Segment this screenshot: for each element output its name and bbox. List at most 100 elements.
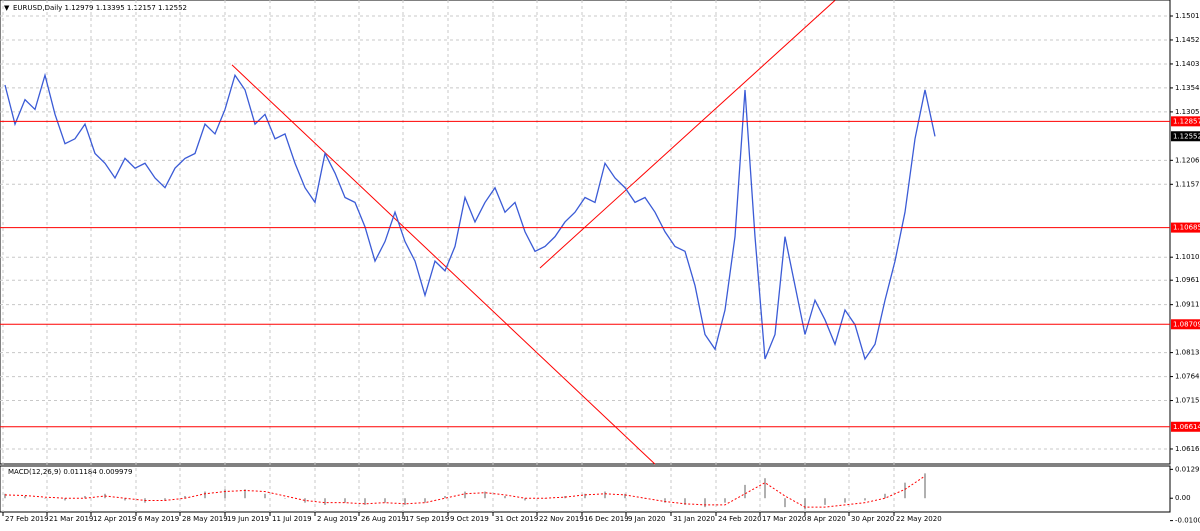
macd-bar [204, 491, 206, 499]
y-tick-label: 1.12060 [1175, 156, 1200, 164]
macd-bar [84, 496, 86, 499]
trend-line [539, 0, 836, 269]
y-tick-label: 1.09610 [1175, 276, 1200, 284]
y-tick-label: 1.07640 [1175, 373, 1200, 381]
level-label-box [1171, 222, 1200, 233]
x-tick-label: 6 May 2019 [138, 515, 179, 523]
macd-bar [164, 498, 166, 501]
macd-bar [324, 498, 326, 505]
macd-bar [864, 498, 866, 501]
macd-bar [784, 498, 786, 508]
macd-pane [0, 465, 1171, 513]
level-label: 1.12552 [1173, 132, 1200, 140]
y-tick-label: 1.07150 [1175, 397, 1200, 405]
level-label-box [1171, 421, 1200, 432]
macd-bar [504, 496, 506, 499]
level-label: 1.08709 [1173, 320, 1200, 328]
x-tick-label: 21 Mar 2019 [49, 515, 93, 523]
macd-bar [484, 491, 486, 499]
y-tick-label: 1.14520 [1175, 36, 1200, 44]
macd-bar [744, 484, 746, 499]
macd-bar [444, 496, 446, 499]
macd-bar [64, 498, 66, 501]
macd-bar [424, 498, 426, 503]
chart-title: EURUSD,Daily 1.12979 1.13395 1.12157 1.1… [13, 4, 187, 12]
x-tick-label: 28 May 2019 [182, 515, 228, 523]
macd-bar [124, 498, 126, 501]
macd-bar [524, 498, 526, 501]
x-tick-label: 17 Mar 2020 [762, 515, 806, 523]
level-label: 1.06614 [1173, 423, 1200, 431]
x-tick-label: 11 Jul 2019 [272, 515, 312, 523]
macd-bar [384, 498, 386, 503]
level-label-box [1171, 319, 1200, 330]
x-tick-label: 8 Apr 2020 [807, 515, 846, 523]
macd-bar [624, 493, 626, 499]
x-tick-label: 12 Apr 2019 [93, 515, 136, 523]
x-tick-label: 24 Feb 2020 [718, 515, 762, 523]
macd-bar [284, 498, 286, 499]
symbol-arrow: ▼ [4, 4, 10, 12]
macd-bar [564, 496, 566, 499]
y-tick-label: 1.13050 [1175, 108, 1200, 116]
macd-bar [44, 498, 46, 499]
y-tick-label: 1.08130 [1175, 349, 1200, 357]
x-tick-label: 27 Feb 2019 [5, 515, 49, 523]
trend-line [231, 64, 656, 465]
x-tick-label: 19 Jun 2019 [227, 515, 269, 523]
macd-bar [464, 491, 466, 499]
x-tick-label: 22 May 2020 [896, 515, 942, 523]
macd-bar [584, 493, 586, 499]
macd-bar [684, 498, 686, 505]
x-tick-label: 9 Oct 2019 [450, 515, 489, 523]
macd-bar [404, 498, 406, 505]
level-label-box [1171, 116, 1200, 127]
y-tick-label: 0.00 [1175, 494, 1191, 502]
y-tick-label: 1.10100 [1175, 253, 1200, 261]
x-tick-label: 26 Aug 2019 [361, 515, 406, 523]
y-tick-label: 0.01299 [1175, 465, 1200, 473]
macd-bar [304, 498, 306, 503]
signal-line [4, 475, 926, 508]
price-line [4, 72, 936, 361]
level-label: 1.12857 [1173, 117, 1200, 125]
y-tick-label: 1.15010 [1175, 12, 1200, 20]
y-tick-label: 1.09110 [1175, 301, 1200, 309]
y-tick-label: 1.06160 [1175, 445, 1200, 453]
macd-bar [264, 493, 266, 499]
macd-bar [884, 493, 886, 499]
macd-bar [724, 498, 726, 503]
macd-bar [544, 498, 546, 499]
macd-bar [24, 496, 26, 499]
macd-bar [224, 489, 226, 499]
macd-bar [924, 473, 926, 499]
x-tick-label: 16 Dec 2019 [584, 515, 629, 523]
y-tick-label: -0.01008 [1175, 517, 1200, 525]
y-tick-label: 1.13540 [1175, 84, 1200, 92]
x-tick-label: 31 Jan 2020 [673, 515, 715, 523]
y-tick-label: 1.14030 [1175, 60, 1200, 68]
macd-bar [244, 489, 246, 499]
macd-bar [344, 498, 346, 503]
x-tick-label: 9 Jan 2020 [628, 515, 666, 523]
y-tick-label: 1.11570 [1175, 180, 1200, 188]
macd-bar [4, 493, 6, 499]
macd-bar [664, 498, 666, 503]
macd-bar [824, 498, 826, 505]
level-label: 1.10685 [1173, 224, 1200, 232]
x-tick-label: 22 Nov 2019 [539, 515, 584, 523]
macd-bar [904, 482, 906, 499]
macd-bar [844, 498, 846, 503]
macd-bar [764, 478, 766, 499]
x-tick-label: 31 Oct 2019 [495, 515, 538, 523]
macd-bar [184, 496, 186, 499]
macd-bar [704, 498, 706, 508]
x-tick-label: 17 Sep 2019 [405, 515, 449, 523]
x-tick-label: 30 Apr 2020 [851, 515, 894, 523]
macd-bar [604, 491, 606, 499]
x-tick-label: 2 Aug 2019 [317, 515, 357, 523]
macd-title: MACD(12,26,9) 0.011184 0.009979 [8, 468, 132, 476]
macd-bar [364, 498, 366, 505]
